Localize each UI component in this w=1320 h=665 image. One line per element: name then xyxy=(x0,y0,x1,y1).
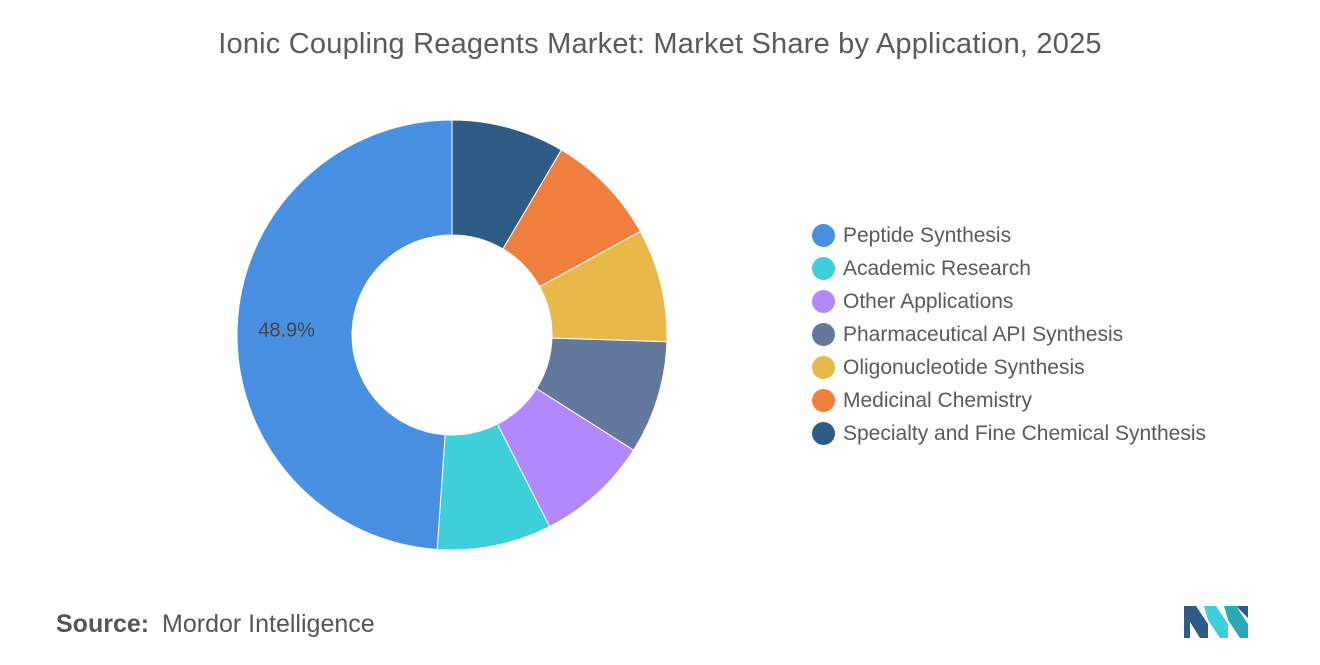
legend-label: Specialty and Fine Chemical Synthesis xyxy=(843,421,1207,445)
legend-item-other-applications: Other Applications xyxy=(812,285,1206,318)
legend-item-peptide-synthesis: Peptide Synthesis xyxy=(812,219,1206,252)
legend-swatch xyxy=(812,422,835,445)
legend-label: Oligonucleotide Synthesis xyxy=(843,355,1085,379)
source-label: Source: xyxy=(56,610,150,638)
slice-peptide-synthesis xyxy=(236,119,453,551)
chart-title: Ionic Coupling Reagents Market: Market S… xyxy=(218,28,1102,60)
legend-swatch xyxy=(812,323,835,346)
legend-swatch xyxy=(812,356,835,379)
legend-item-oligonucleotide-synthesis: Oligonucleotide Synthesis xyxy=(812,351,1206,384)
chart-legend: Peptide Synthesis Academic Research Other … xyxy=(812,219,1206,450)
legend-label: Other Applications xyxy=(843,289,1014,313)
legend-swatch xyxy=(812,290,835,313)
legend-swatch xyxy=(812,389,835,412)
source-line: Source: Mordor Intelligence xyxy=(56,610,375,639)
legend-label: Peptide Synthesis xyxy=(843,223,1012,247)
legend-label: Academic Research xyxy=(843,256,1031,280)
data-label-peptide-synthesis: 48.9% xyxy=(258,319,315,341)
legend-swatch xyxy=(812,257,835,280)
legend-item-medicinal-chemistry: Medicinal Chemistry xyxy=(812,384,1206,417)
legend-swatch xyxy=(812,224,835,247)
donut-chart: 48.9% xyxy=(236,119,668,551)
source-value: Mordor Intelligence xyxy=(162,610,375,638)
legend-label: Medicinal Chemistry xyxy=(843,388,1033,412)
legend-item-specialty-and-fine-chemical-synthesis: Specialty and Fine Chemical Synthesis xyxy=(812,417,1206,450)
legend-item-pharmaceutical-api-synthesis: Pharmaceutical API Synthesis xyxy=(812,318,1206,351)
legend-label: Pharmaceutical API Synthesis xyxy=(843,322,1124,346)
mordor-intelligence-logo xyxy=(1184,606,1248,638)
legend-item-academic-research: Academic Research xyxy=(812,252,1206,285)
